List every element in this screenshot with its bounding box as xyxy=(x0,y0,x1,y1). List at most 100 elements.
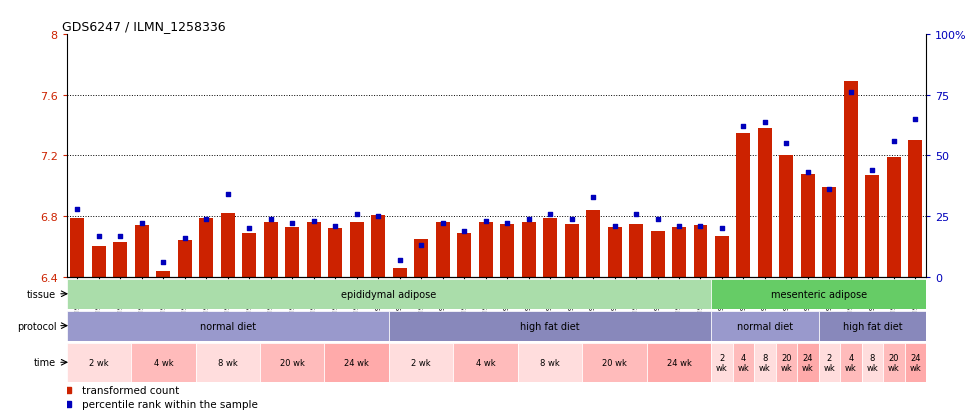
Bar xyxy=(457,233,471,277)
Bar xyxy=(733,343,755,382)
Text: 20 wk: 20 wk xyxy=(280,358,305,367)
Text: normal diet: normal diet xyxy=(737,321,793,331)
Bar xyxy=(264,223,277,277)
Text: time: time xyxy=(34,357,56,368)
Text: transformed count: transformed count xyxy=(82,385,179,395)
Bar xyxy=(905,343,926,382)
Text: normal diet: normal diet xyxy=(200,321,256,331)
Bar xyxy=(564,224,578,277)
Bar xyxy=(629,224,643,277)
Text: 2 wk: 2 wk xyxy=(89,358,109,367)
Point xyxy=(650,216,665,222)
Text: 20
wk: 20 wk xyxy=(780,353,792,372)
Point xyxy=(778,141,794,147)
Text: percentile rank within the sample: percentile rank within the sample xyxy=(82,399,258,409)
Point xyxy=(414,242,429,249)
Bar xyxy=(220,214,235,277)
Point xyxy=(736,124,752,131)
Bar xyxy=(711,311,818,341)
Bar xyxy=(887,158,901,277)
Point xyxy=(349,211,365,218)
Point xyxy=(800,170,815,176)
Point xyxy=(392,257,408,263)
Text: 20 wk: 20 wk xyxy=(602,358,627,367)
Point xyxy=(134,221,150,227)
Text: 2
wk: 2 wk xyxy=(716,353,728,372)
Text: 20
wk: 20 wk xyxy=(888,353,900,372)
Text: mesenteric adipose: mesenteric adipose xyxy=(770,289,866,299)
Bar xyxy=(260,343,324,382)
Bar xyxy=(647,343,711,382)
Bar xyxy=(586,211,600,277)
Text: 4
wk: 4 wk xyxy=(738,353,750,372)
Point xyxy=(886,138,902,145)
Text: 24
wk: 24 wk xyxy=(909,353,921,372)
Point xyxy=(457,228,472,235)
Bar xyxy=(131,343,196,382)
Text: 24 wk: 24 wk xyxy=(666,358,692,367)
Point xyxy=(306,218,321,225)
Bar xyxy=(818,311,926,341)
Bar xyxy=(67,343,131,382)
Bar xyxy=(711,343,733,382)
Point xyxy=(499,221,514,227)
Bar xyxy=(307,223,320,277)
Bar xyxy=(389,311,711,341)
Bar xyxy=(199,218,214,277)
Bar xyxy=(177,241,192,277)
Bar xyxy=(67,311,389,341)
Point xyxy=(370,213,386,220)
Bar xyxy=(797,343,818,382)
Bar xyxy=(285,227,299,277)
Bar xyxy=(715,236,729,277)
Bar xyxy=(844,82,858,277)
Point xyxy=(91,233,107,239)
Point xyxy=(478,218,494,225)
Bar xyxy=(818,343,840,382)
Bar xyxy=(883,343,905,382)
Bar xyxy=(908,141,922,277)
Bar xyxy=(436,223,450,277)
Bar xyxy=(67,279,711,309)
Bar xyxy=(822,188,836,277)
Bar xyxy=(324,343,389,382)
Text: 4 wk: 4 wk xyxy=(476,358,496,367)
Bar xyxy=(779,156,794,277)
Bar xyxy=(114,242,127,277)
Bar xyxy=(393,268,407,277)
Point xyxy=(821,187,837,193)
Point xyxy=(585,194,601,201)
Point xyxy=(113,233,128,239)
Text: 24
wk: 24 wk xyxy=(802,353,813,372)
Point xyxy=(542,211,558,218)
Bar xyxy=(350,223,364,277)
Bar xyxy=(71,218,84,277)
Point xyxy=(220,192,235,198)
Point xyxy=(628,211,644,218)
Bar xyxy=(711,279,926,309)
Point xyxy=(758,119,773,126)
Bar xyxy=(651,232,664,277)
Point xyxy=(607,223,622,230)
Text: 2
wk: 2 wk xyxy=(823,353,835,372)
Text: 4
wk: 4 wk xyxy=(845,353,857,372)
Point xyxy=(241,225,257,232)
Point xyxy=(177,235,193,242)
Bar xyxy=(415,239,428,277)
Point xyxy=(671,223,687,230)
Bar xyxy=(521,223,536,277)
Text: 2 wk: 2 wk xyxy=(412,358,431,367)
Text: 8
wk: 8 wk xyxy=(866,353,878,372)
Text: GDS6247 / ILMN_1258336: GDS6247 / ILMN_1258336 xyxy=(63,19,226,33)
Text: tissue: tissue xyxy=(27,289,56,299)
Text: 8 wk: 8 wk xyxy=(540,358,560,367)
Bar xyxy=(242,233,256,277)
Text: 24 wk: 24 wk xyxy=(344,358,369,367)
Bar xyxy=(755,343,776,382)
Bar xyxy=(454,343,517,382)
Point xyxy=(327,223,343,230)
Point xyxy=(70,206,85,213)
Bar xyxy=(478,223,493,277)
Text: protocol: protocol xyxy=(17,321,56,331)
Bar xyxy=(196,343,260,382)
